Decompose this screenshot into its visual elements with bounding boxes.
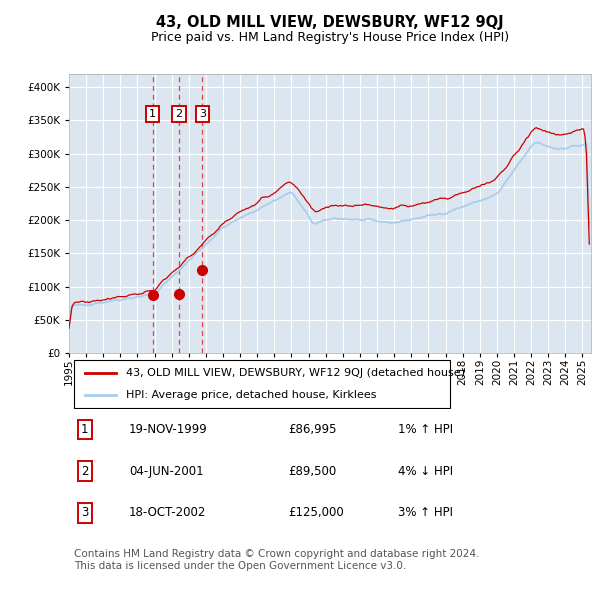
Text: Price paid vs. HM Land Registry's House Price Index (HPI): Price paid vs. HM Land Registry's House … <box>151 31 509 44</box>
Text: 3: 3 <box>199 109 206 119</box>
Text: Contains HM Land Registry data © Crown copyright and database right 2024.
This d: Contains HM Land Registry data © Crown c… <box>74 549 479 571</box>
Text: 43, OLD MILL VIEW, DEWSBURY, WF12 9QJ: 43, OLD MILL VIEW, DEWSBURY, WF12 9QJ <box>156 15 504 30</box>
Text: £125,000: £125,000 <box>288 506 344 519</box>
Text: 43, OLD MILL VIEW, DEWSBURY, WF12 9QJ (detached house): 43, OLD MILL VIEW, DEWSBURY, WF12 9QJ (d… <box>127 368 466 378</box>
Text: 3: 3 <box>81 506 88 519</box>
Text: 18-OCT-2002: 18-OCT-2002 <box>129 506 206 519</box>
Text: 2: 2 <box>81 465 88 478</box>
Text: 04-JUN-2001: 04-JUN-2001 <box>129 465 203 478</box>
Text: 4% ↓ HPI: 4% ↓ HPI <box>398 465 453 478</box>
Text: 1: 1 <box>149 109 156 119</box>
Text: 1: 1 <box>81 423 88 436</box>
Text: 2: 2 <box>175 109 182 119</box>
Text: 1% ↑ HPI: 1% ↑ HPI <box>398 423 453 436</box>
Text: 19-NOV-1999: 19-NOV-1999 <box>129 423 208 436</box>
Bar <box>74 360 450 408</box>
Text: £89,500: £89,500 <box>288 465 337 478</box>
Text: 3% ↑ HPI: 3% ↑ HPI <box>398 506 453 519</box>
Text: £86,995: £86,995 <box>288 423 337 436</box>
Text: HPI: Average price, detached house, Kirklees: HPI: Average price, detached house, Kirk… <box>127 391 377 401</box>
